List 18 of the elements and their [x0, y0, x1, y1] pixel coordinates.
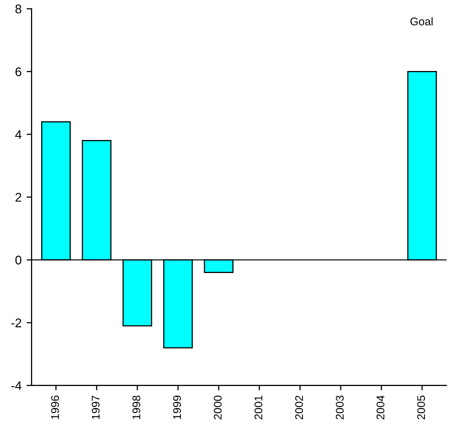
x-tick-label: 2003: [336, 396, 344, 420]
y-tick-label: 8: [15, 4, 22, 14]
x-tick-label: 2000: [214, 396, 222, 420]
y-tick-label: -4: [11, 381, 22, 390]
x-tick-label: 1996: [51, 396, 59, 420]
x-tick-label: 2001: [254, 396, 262, 420]
x-tick-label: 1997: [92, 396, 100, 420]
y-tick-label: -2: [11, 318, 22, 328]
x-tick-label: 2002: [295, 396, 304, 420]
y-tick-label: 6: [16, 67, 22, 76]
x-tick-label: 1999: [173, 396, 181, 420]
annotation: Goal: [410, 17, 433, 26]
y-tick-label: 0: [15, 256, 22, 265]
y-tick-label: 4: [15, 130, 22, 139]
x-tick-label: 2005: [417, 396, 426, 420]
x-tick-label: 1998: [132, 396, 140, 420]
y-tick-label: 2: [16, 192, 22, 202]
x-tick-label: 2004: [376, 395, 384, 420]
